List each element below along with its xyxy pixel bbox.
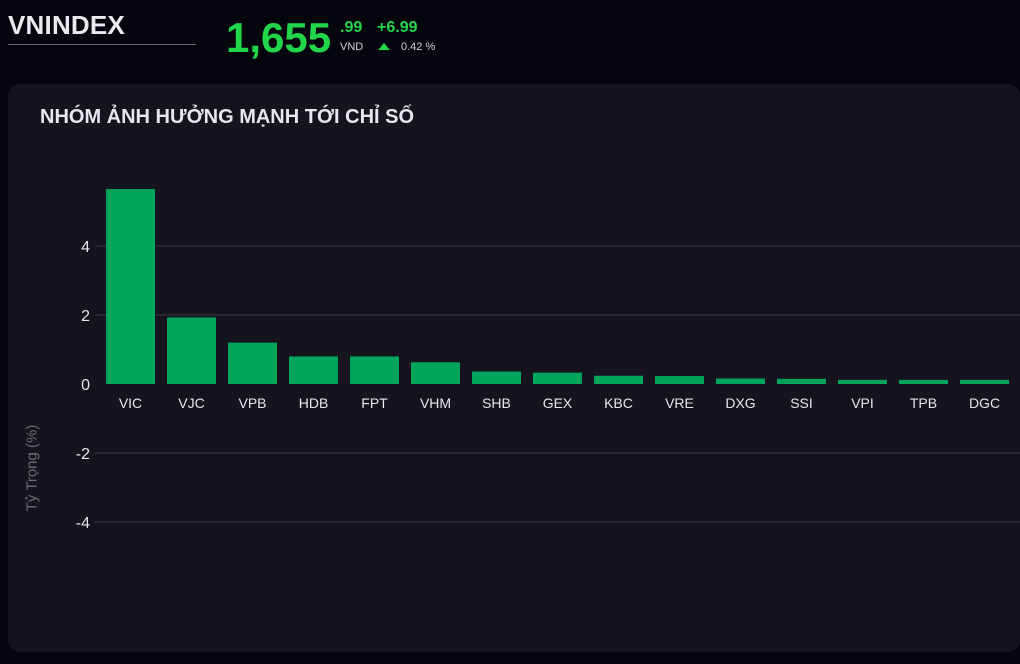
index-price: 1,655 [226, 14, 332, 61]
bar-dgc [960, 379, 1009, 384]
x-tick-label: DXG [725, 395, 755, 411]
bar-tpb [899, 379, 948, 384]
x-tick-label: DGC [969, 395, 1000, 411]
index-header: VNINDEX 1,655 .99 VND +6.99 0.42 % [0, 0, 1020, 80]
bar-ssi [777, 378, 826, 384]
bar-vpi [838, 379, 887, 384]
index-name-underline [8, 44, 196, 45]
x-tick-label: VPB [238, 395, 266, 411]
y-tick-label: -2 [76, 446, 90, 463]
y-tick-label: 4 [81, 239, 90, 256]
price-change-percent: 0.42 % [401, 41, 436, 53]
bar-vhm [411, 362, 460, 384]
x-tick-label: SSI [790, 395, 813, 411]
x-tick-label: VJC [178, 395, 204, 411]
bar-gex [533, 372, 582, 384]
y-axis-label: Tỷ Trọng (%) [23, 424, 41, 512]
x-tick-label: VHM [420, 395, 451, 411]
bar-shb [472, 371, 521, 384]
price-unit: VND [340, 41, 364, 53]
x-tick-label: HDB [299, 395, 329, 411]
x-tick-label: SHB [482, 395, 511, 411]
bar-chart: 4 2 0 -2 -4 VIC VJC VPB HDB FPT VHM SHB GEX KBC VRE DXG… [76, 189, 1020, 532]
price-change: +6.99 [377, 19, 418, 36]
x-tick-label: TPB [910, 395, 937, 411]
x-tick-label: VPI [851, 395, 874, 411]
index-price-decimal: .99 [340, 19, 363, 36]
bar-vpb [228, 342, 277, 384]
x-tick-label: KBC [604, 395, 633, 411]
panel-title: NHÓM ẢNH HƯỞNG MẠNH TỚI CHỈ SỐ [40, 106, 415, 128]
triangle-up-icon [378, 43, 390, 50]
y-tick-label: -4 [76, 515, 90, 532]
chart-panel: NHÓM ẢNH HƯỞNG MẠNH TỚI CHỈ SỐ 4 2 0 -2 -4 VI… [8, 84, 1020, 652]
x-tick-label: VIC [119, 395, 142, 411]
bar-vic [106, 189, 155, 384]
index-name: VNINDEX [8, 10, 125, 40]
x-tick-label: FPT [361, 395, 388, 411]
bar-kbc [594, 375, 643, 384]
bar-fpt [350, 356, 399, 384]
y-tick-label: 0 [81, 377, 90, 394]
y-tick-label: 2 [81, 308, 90, 325]
bar-dxg [716, 378, 765, 384]
bar-vjc [167, 317, 216, 384]
bar-hdb [289, 356, 338, 384]
x-tick-label: GEX [543, 395, 573, 411]
bar-vre [655, 376, 704, 384]
x-tick-label: VRE [665, 395, 694, 411]
